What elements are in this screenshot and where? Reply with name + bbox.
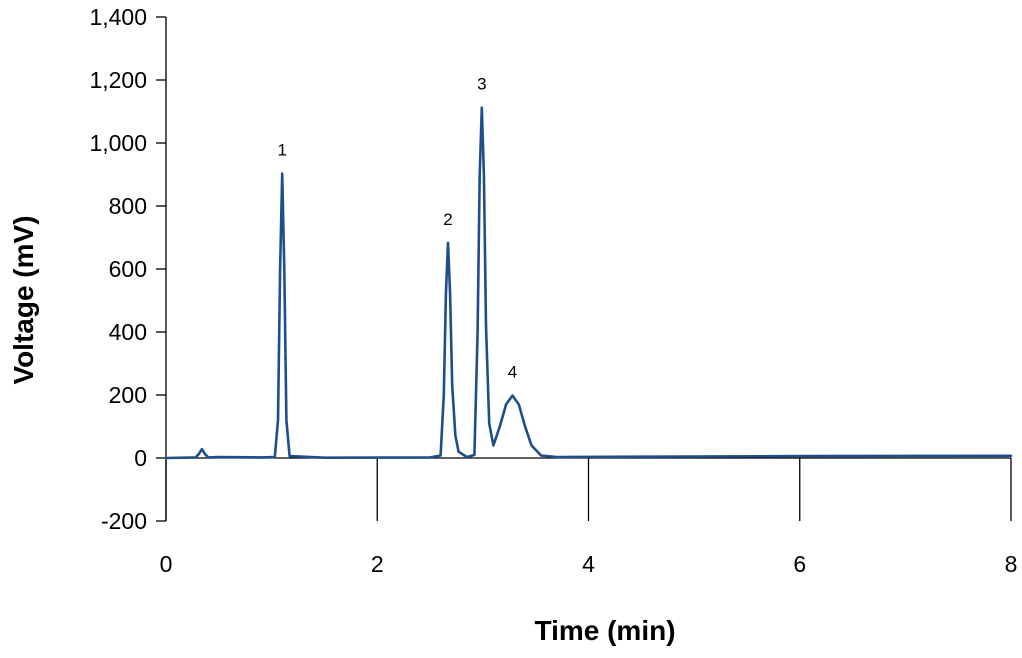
y-tick-label: 400 [109,319,147,345]
x-axis-title: Time (min) [534,615,675,646]
y-tick-label: 1,200 [89,67,147,93]
peak-label: 3 [477,75,486,94]
y-axis-title: Voltage (mV) [8,215,39,384]
y-tick-label: 1,000 [89,130,147,156]
y-axis: -200 0 200 400 600 800 1,000 1,200 1,400 [89,4,167,534]
x-tick-label: 6 [793,551,806,577]
peak-annotations: 1 2 3 4 [277,75,517,382]
series-group [164,106,1013,460]
x-tick-label: 4 [582,551,595,577]
y-tick-label: 800 [109,193,147,219]
peak-label: 2 [443,210,452,229]
x-axis: 0 2 4 6 8 [160,457,1018,577]
y-tick-label: 600 [109,256,147,282]
chromatogram-line [164,106,1013,460]
peak-label: 1 [277,141,286,160]
x-tick-label: 8 [1005,551,1018,577]
y-tick-label: 0 [134,445,147,471]
x-tick-label: 0 [160,551,173,577]
y-tick-label: 200 [109,382,147,408]
peak-label: 4 [508,363,517,382]
y-tick-label: 1,400 [89,4,147,30]
y-tick-label: -200 [101,508,147,534]
x-tick-label: 2 [371,551,384,577]
